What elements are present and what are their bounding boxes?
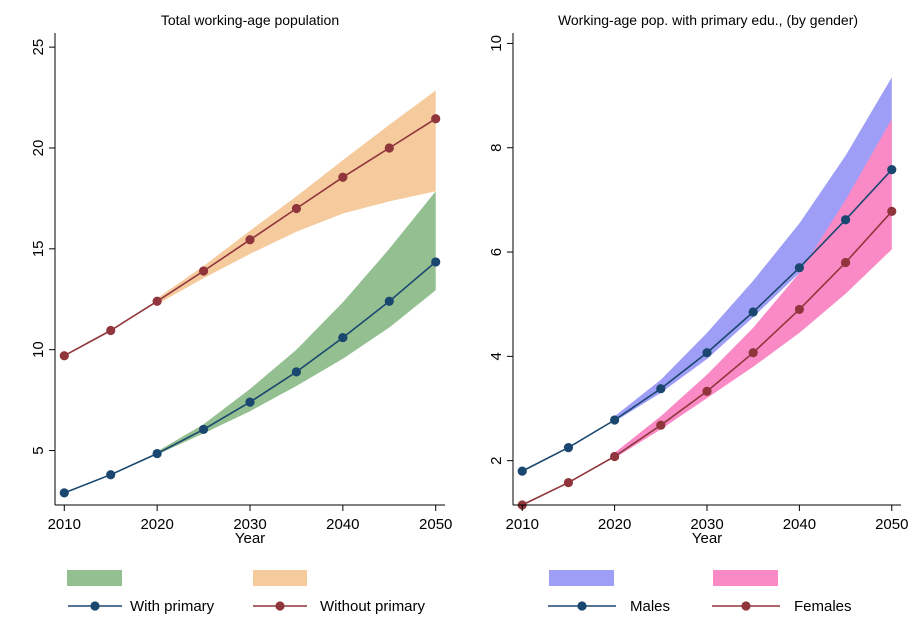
data-point-without-primary [384,143,394,153]
legend-marker [577,601,587,611]
panel-total-working-age: Total working-age population 5 10 15 20 25 201… [30,12,452,615]
data-point-without-primary [152,296,162,306]
data-point-with-primary [431,257,441,267]
y-tick-label: 2 [488,456,505,464]
x-tick-label: 2020 [140,516,173,533]
y-tick-label: 10 [30,341,47,358]
data-point-females [840,257,851,268]
data-point-females [887,206,897,216]
data-point-males [656,384,666,394]
y-tick-label: 6 [488,248,505,256]
data-point-males [748,307,758,317]
x-axis-label: Year [235,530,265,547]
data-point-males [563,443,574,453]
x-tick-label: 2010 [506,516,539,533]
data-point-without-primary [198,266,209,276]
legend-band-swatch [549,570,614,586]
data-point-with-primary [59,488,69,498]
x-axis-label: Year [692,530,722,547]
data-point-females [702,386,712,396]
chart-title: Working-age pop. with primary edu., (by … [558,12,858,28]
legend-label-with-primary: With primary [130,598,215,615]
data-point-without-primary [431,114,441,124]
y-tick-label: 10 [488,35,505,52]
data-point-with-primary [338,332,348,343]
data-point-males [887,165,897,175]
data-point-without-primary [245,235,255,245]
legend-label-females: Females [794,598,852,615]
data-point-females [656,420,666,430]
data-point-females [610,451,620,462]
x-tick-label: 2040 [783,516,816,533]
data-point-females [748,348,758,358]
legend-label-males: Males [630,598,670,615]
legend-band-swatch [67,570,122,586]
y-tick-label: 5 [30,446,47,454]
x-tick-label: 2040 [326,516,359,533]
data-point-females [794,304,804,315]
legend-marker [275,601,285,611]
confidence-band-2 [157,90,436,305]
x-tick-label: 2030 [690,516,723,533]
data-point-with-primary [106,470,116,480]
data-point-with-primary [198,424,209,434]
chart-title: Total working-age population [161,12,339,28]
data-point-with-primary [384,296,394,306]
data-point-females [563,477,574,488]
data-point-males [794,263,804,273]
data-point-without-primary [59,351,69,361]
legend-marker [90,601,100,611]
data-point-without-primary [106,325,116,336]
data-point-males [840,215,851,225]
confidence-band-2 [614,119,892,459]
data-point-without-primary [338,172,348,182]
legend-label-without-primary: Without primary [320,598,426,615]
x-tick-label: 2050 [875,516,908,533]
x-tick-label: 2020 [598,516,631,533]
data-point-with-primary [291,367,302,377]
confidence-band-1 [157,191,436,455]
data-point-without-primary [291,203,302,214]
y-tick-label: 4 [488,352,505,360]
x-tick-label: 2010 [48,516,81,533]
data-point-with-primary [152,448,162,459]
legend-marker [741,601,751,611]
data-point-with-primary [245,397,255,407]
x-tick-label: 2050 [419,516,452,533]
legend-band-swatch [713,570,778,586]
y-tick-label: 25 [30,39,47,56]
x-tick-label: 2030 [233,516,266,533]
y-tick-label: 20 [30,140,47,157]
data-point-males [702,348,712,358]
y-tick-label: 8 [488,144,505,152]
panel-primary-by-gender: Working-age pop. with primary edu., (by … [488,12,908,615]
legend-band-swatch [253,570,307,586]
data-point-males [517,466,527,476]
data-point-males [610,415,620,425]
y-tick-label: 15 [30,240,47,257]
